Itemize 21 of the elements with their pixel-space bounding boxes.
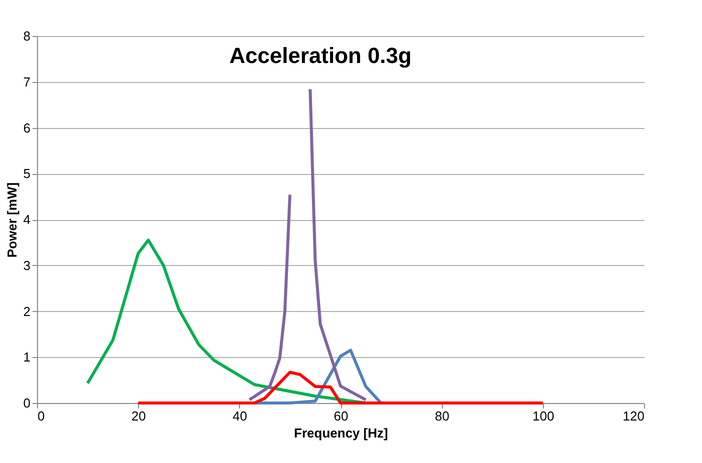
y-tick-label: 5	[23, 166, 30, 182]
line-series	[253, 348, 382, 404]
y-tick-label: 0	[23, 396, 30, 410]
y-tick-label: 4	[23, 212, 30, 227]
y-tick-label: 3	[23, 258, 30, 273]
y-tick-label: 2	[23, 304, 30, 319]
y-tick-label: 1	[23, 350, 30, 365]
x-tick-label: 80	[434, 408, 450, 424]
y-tick-label: 8	[23, 28, 30, 44]
y-axis-title: Power [mW]	[4, 182, 20, 258]
line-series	[136, 370, 544, 404]
x-tick-label: 120	[622, 408, 644, 424]
chart-title: Acceleration 0.3g	[229, 43, 412, 68]
x-axis-title: Frequency [Hz]	[294, 426, 388, 440]
x-tick-label: 20	[131, 408, 146, 424]
x-tick-label: 40	[232, 408, 248, 424]
y-tick-label: 7	[23, 74, 30, 90]
x-tick-label: 60	[334, 408, 348, 424]
x-tick-label: 0	[38, 408, 45, 424]
y-tick-label: 6	[23, 120, 30, 136]
x-tick-label: 100	[532, 408, 554, 424]
